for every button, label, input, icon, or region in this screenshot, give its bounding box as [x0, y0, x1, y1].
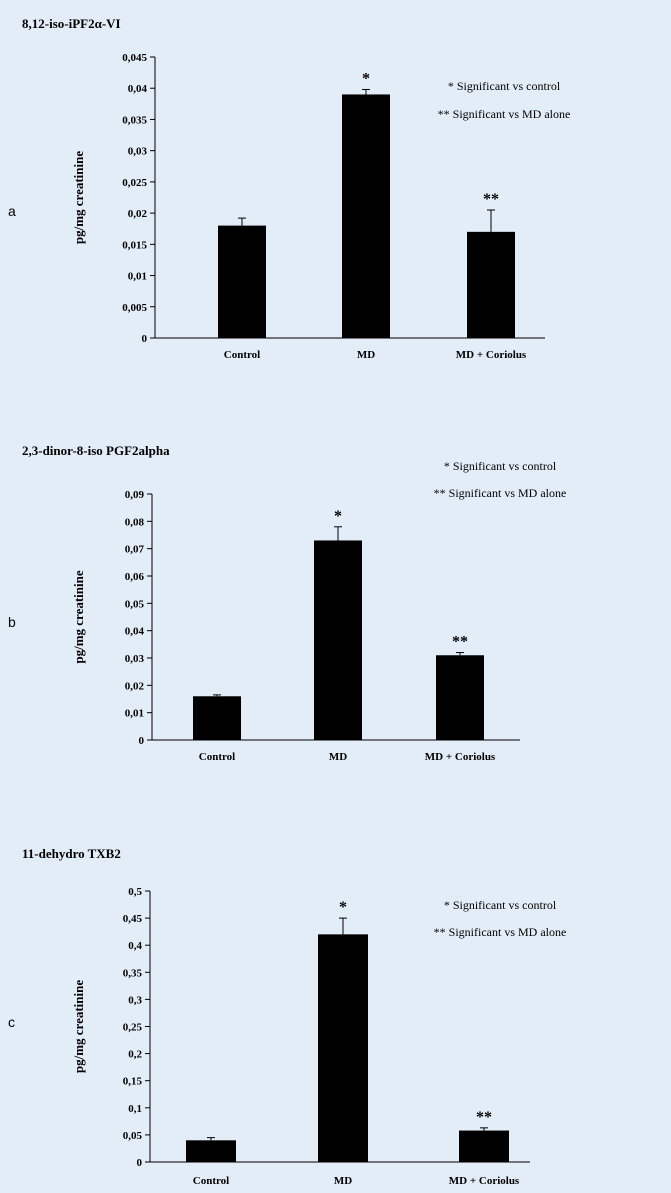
- chart-c-legend-entry: ** Significant vs MD alone: [434, 925, 567, 939]
- chart-b-y-tick-label: 0,06: [125, 571, 145, 583]
- chart-a-y-tick-label: 0,045: [122, 52, 147, 64]
- chart-c-y-tick-label: 0,3: [128, 994, 142, 1006]
- chart-a-bar: [218, 225, 266, 338]
- chart-a-significance-marker: *: [362, 70, 370, 87]
- chart-c-legend-entry: * Significant vs control: [444, 898, 557, 912]
- chart-a-y-axis-label: pg/mg creatinine: [71, 151, 86, 245]
- chart-a-legend-entry: * Significant vs control: [448, 79, 561, 93]
- chart-b-y-tick-label: 0,01: [125, 708, 144, 720]
- chart-c-significance-marker: **: [476, 1109, 492, 1126]
- chart-a-bar: [342, 94, 390, 338]
- chart-b-significance-marker: *: [334, 508, 342, 525]
- chart-a-x-tick-label: MD: [357, 349, 375, 361]
- chart-c-y-tick-label: 0: [137, 1157, 143, 1169]
- chart-c-y-tick-label: 0,35: [123, 967, 143, 979]
- chart-c-y-tick-label: 0,15: [123, 1076, 143, 1088]
- chart-b-x-tick-label: MD: [329, 751, 347, 763]
- chart-a-title: 8,12-iso-iPF2α-VI: [22, 16, 121, 31]
- chart-b-legend-entry: * Significant vs control: [444, 459, 557, 473]
- chart-a-y-tick-label: 0,035: [122, 114, 147, 126]
- chart-b-legend-entry: ** Significant vs MD alone: [434, 486, 567, 500]
- chart-a-y-tick-label: 0,02: [128, 208, 148, 220]
- chart-c-y-axis-label: pg/mg creatinine: [71, 980, 86, 1074]
- chart-b-panel-letter: b: [8, 614, 16, 630]
- chart-a-y-tick-label: 0,015: [122, 239, 147, 251]
- chart-a-y-tick-label: 0,03: [128, 146, 148, 158]
- chart-b-bar: [314, 540, 362, 740]
- chart-a-significance-marker: **: [483, 191, 499, 208]
- chart-b-bar: [193, 696, 241, 740]
- chart-b-y-tick-label: 0,09: [125, 489, 145, 501]
- chart-c-x-tick-label: MD + Coriolus: [449, 1175, 520, 1187]
- chart-c-x-tick-label: MD: [334, 1175, 352, 1187]
- chart-a-y-tick-label: 0,04: [128, 83, 148, 95]
- chart-c-bar: [459, 1130, 509, 1162]
- chart-b-bar: [436, 655, 484, 740]
- chart-c-title: 11-dehydro TXB2: [22, 846, 121, 861]
- chart-b-y-axis-label: pg/mg creatinine: [71, 570, 86, 664]
- chart-a-legend-entry: ** Significant vs MD alone: [438, 107, 571, 121]
- chart-c-panel-letter: c: [8, 1014, 15, 1030]
- chart-b-y-tick-label: 0,02: [125, 680, 145, 692]
- chart-c-bar: [186, 1140, 236, 1162]
- chart-a-y-tick-label: 0,01: [128, 271, 147, 283]
- chart-a-y-tick-label: 0,025: [122, 177, 147, 189]
- chart-a-x-tick-label: MD + Coriolus: [456, 349, 527, 361]
- chart-c-y-tick-label: 0,1: [128, 1103, 142, 1115]
- chart-b-y-tick-label: 0,08: [125, 516, 145, 528]
- chart-b-y-tick-label: 0,07: [125, 544, 145, 556]
- chart-b-y-tick-label: 0,03: [125, 653, 145, 665]
- chart-b-x-tick-label: MD + Coriolus: [425, 751, 496, 763]
- chart-b-y-tick-label: 0,05: [125, 598, 145, 610]
- chart-c-y-tick-label: 0,4: [128, 940, 142, 952]
- chart-a-y-tick-label: 0: [142, 333, 148, 345]
- chart-c-y-tick-label: 0,2: [128, 1049, 142, 1061]
- chart-c-y-tick-label: 0,25: [123, 1022, 143, 1034]
- chart-a-y-tick-label: 0,005: [122, 302, 147, 314]
- chart-c-bar: [318, 934, 368, 1162]
- chart-b-y-tick-label: 0: [139, 735, 145, 747]
- chart-b-title: 2,3-dinor-8-iso PGF2alpha: [22, 443, 170, 458]
- chart-a-bar: [467, 231, 515, 338]
- chart-b-y-tick-label: 0,04: [125, 626, 145, 638]
- chart-a-panel-letter: a: [8, 203, 16, 219]
- chart-c-significance-marker: *: [339, 899, 347, 916]
- chart-c-y-tick-label: 0,45: [123, 913, 143, 925]
- chart-c-x-tick-label: Control: [193, 1175, 229, 1187]
- chart-b-x-tick-label: Control: [199, 751, 235, 763]
- chart-c-y-tick-label: 0,05: [123, 1130, 143, 1142]
- chart-c-y-tick-label: 0,5: [128, 886, 142, 898]
- chart-b-significance-marker: **: [452, 634, 468, 651]
- chart-a-x-tick-label: Control: [224, 349, 260, 361]
